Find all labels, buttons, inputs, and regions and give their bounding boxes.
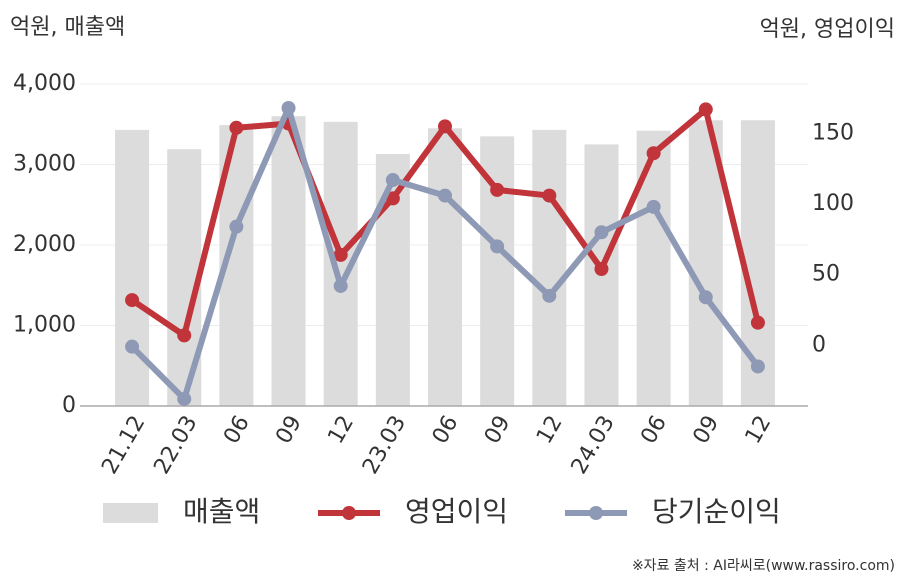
y-tick-label: 0 — [62, 393, 76, 418]
x-tick-label: 09 — [271, 412, 307, 449]
y2-tick-label: 150 — [812, 120, 854, 145]
marker — [542, 288, 557, 303]
marker — [125, 293, 140, 308]
marker — [438, 188, 452, 203]
marker — [490, 239, 505, 254]
marker — [698, 290, 713, 305]
source: ※자료 출처 : AI라씨로(www.rassiro.com) — [632, 558, 895, 574]
marker — [333, 247, 348, 262]
marker — [438, 119, 452, 134]
x-tick-label: 21.12 — [97, 412, 150, 479]
marker — [542, 188, 557, 203]
x-tick-label: 09 — [689, 412, 725, 449]
x-tick-label: 12 — [741, 412, 777, 449]
marker — [594, 225, 609, 240]
marker — [125, 339, 140, 354]
bar — [428, 128, 462, 406]
marker — [490, 182, 505, 197]
marker — [385, 173, 400, 188]
marker — [594, 262, 609, 277]
marker — [750, 315, 765, 330]
y-tick-label: 1,000 — [13, 313, 76, 338]
y2-axis-label: 억원, 영업이익 — [760, 17, 895, 42]
legend-swatch — [342, 506, 356, 520]
marker — [646, 199, 661, 214]
marker — [177, 391, 192, 406]
marker — [229, 120, 244, 135]
marker — [229, 219, 244, 234]
marker — [333, 278, 348, 293]
y-tick-label: 3,000 — [13, 152, 76, 177]
marker — [177, 328, 192, 343]
y2-tick-label: 100 — [812, 191, 854, 216]
legend-label: 당기순이익 — [652, 495, 781, 528]
legend-swatch — [589, 506, 603, 520]
bar — [636, 130, 671, 406]
bar — [271, 116, 306, 406]
legend-swatch — [103, 503, 158, 523]
y-axis-label: 억원, 매출액 — [10, 15, 125, 40]
bar — [532, 129, 567, 406]
bar — [740, 120, 775, 406]
marker — [698, 102, 713, 117]
x-tick-label: 06 — [636, 412, 672, 449]
legend-label: 매출액 — [183, 495, 260, 528]
x-tick-label: 22.03 — [149, 412, 202, 479]
x-tick-label: 23.03 — [358, 412, 411, 479]
marker — [385, 191, 400, 206]
marker — [750, 359, 765, 374]
bar — [480, 136, 515, 406]
x-tick-label: 06 — [428, 412, 464, 449]
x-tick-label: 06 — [219, 412, 255, 449]
y-tick-label: 4,000 — [13, 71, 76, 96]
bar — [115, 129, 150, 406]
marker — [646, 146, 661, 161]
y2-tick-label: 0 — [812, 332, 826, 357]
y2-tick-label: 50 — [812, 262, 840, 287]
y-tick-label: 2,000 — [13, 232, 76, 257]
x-tick-label: 12 — [532, 412, 568, 449]
x-tick-label: 09 — [480, 411, 516, 448]
marker — [281, 101, 296, 116]
x-tick-label: 12 — [323, 412, 359, 449]
x-tick-label: 24.03 — [567, 412, 620, 479]
legend-label: 영업이익 — [405, 495, 508, 528]
